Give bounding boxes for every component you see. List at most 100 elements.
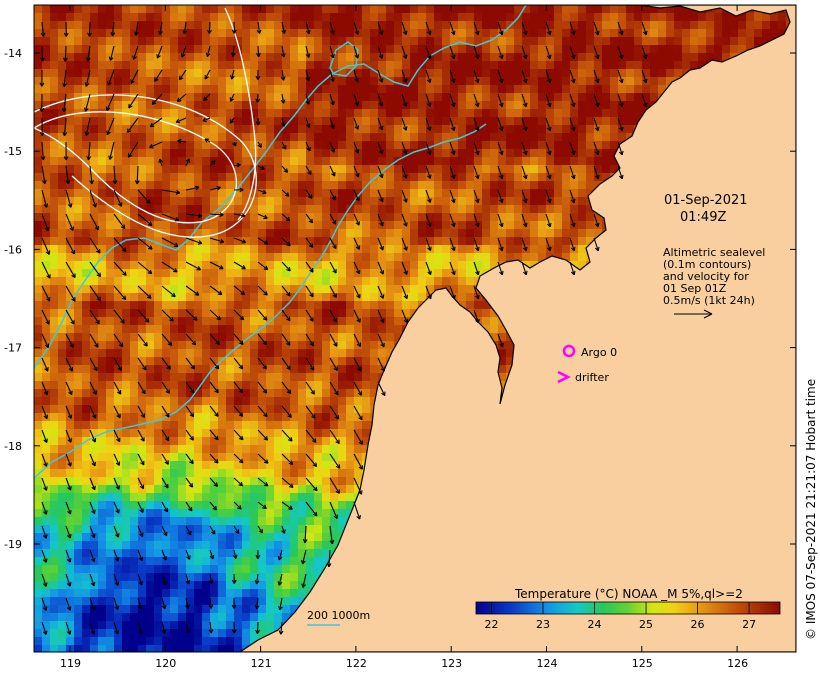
velocity-arrow [377,141,384,155]
lon-tick-label: 120 [155,657,176,670]
velocity-arrow [209,525,216,535]
velocity-arrow [377,237,384,251]
velocity-arrow [329,45,335,59]
velocity-arrow [545,69,552,84]
velocity-arrow [89,381,97,395]
velocity-arrow [569,45,576,60]
velocity-arrow [185,453,194,465]
velocity-arrow [113,309,125,324]
velocity-arrow [113,549,120,562]
velocity-arrow [281,213,291,222]
velocity-arrow [281,165,289,173]
velocity-arrow [65,381,73,396]
velocity-arrow [233,162,241,168]
velocity-arrow [185,357,196,370]
velocity-arrow [107,69,115,86]
velocity-arrow [41,333,50,349]
velocity-arrow [593,141,600,156]
velocity-arrow [617,165,624,180]
velocity-arrow [281,381,292,395]
velocity-arrow [89,357,98,372]
velocity-arrow [353,477,363,495]
velocity-arrow [154,69,163,82]
velocity-arrow [521,237,528,252]
velocity-arrow [521,165,528,180]
velocity-arrow [185,501,193,512]
velocity-arrow [497,237,504,252]
velocity-arrow [185,237,203,245]
velocity-arrow [425,117,432,131]
velocity-arrow [329,117,335,129]
velocity-arrow [473,21,480,36]
velocity-arrow [497,189,504,204]
velocity-arrow [353,261,361,275]
velocity-arrow [161,285,176,298]
velocity-arrow [41,309,50,325]
velocity-arrow [233,357,244,370]
velocity-arrow [113,573,120,586]
velocity-arrow [40,21,46,37]
velocity-arrow [202,117,211,122]
velocity-arrow [593,21,600,36]
velocity-arrow [329,261,337,274]
velocity-arrow [65,333,74,348]
velocity-scale-arrow-icon [674,309,713,319]
velocity-arrow [353,333,362,348]
velocity-arrow [278,597,283,611]
velocity-arrow [204,69,211,80]
velocity-arrow [41,261,51,279]
velocity-arrow [425,45,432,60]
velocity-arrow [254,573,260,585]
velocity-arrow [85,45,91,62]
velocity-arrow [593,237,600,252]
velocity-arrow [231,597,237,609]
velocity-arrow [185,597,190,609]
velocity-arrow [134,165,140,185]
velocity-arrow [41,165,47,185]
velocity-arrow [593,45,600,60]
sealevel-contour-outer [34,94,257,238]
velocity-arrow [233,309,245,321]
velocity-arrow [137,501,144,513]
velocity-arrow [425,261,432,276]
velocity-arrow [113,333,124,348]
velocity-arrow [617,93,624,108]
velocity-arrow [257,285,268,296]
velocity-arrow [65,501,72,515]
velocity-arrow [473,261,480,276]
velocity-arrow [209,285,223,296]
velocity-arrow [449,45,456,60]
velocity-arrow [473,117,480,132]
colorbar-ticks: 22 23 24 25 26 27 [484,602,756,631]
velocity-arrow [401,285,409,300]
velocity-arrow [39,117,45,137]
velocity-arrow [473,213,480,228]
velocity-arrow [161,357,171,370]
velocity-arrow [277,573,283,586]
velocity-arrow [377,309,385,324]
velocity-arrow [86,141,92,161]
velocity-arrow [473,93,480,108]
velocity-arrow [593,69,600,84]
velocity-arrow [233,525,240,534]
velocity-arrow [208,597,214,609]
velocity-arrow [305,213,314,224]
velocity-arrow [257,165,265,170]
velocity-arrow [128,93,139,109]
velocity-arrow [113,381,122,395]
velocity-arrow [65,621,72,635]
velocity-arrow [65,237,75,255]
velocity-arrow [41,213,50,232]
velocity-arrow [137,237,153,250]
velocity-arrow [177,138,187,144]
velocity-arrow [89,453,96,467]
velocity-arrow [255,621,260,634]
velocity-arrow [521,45,528,60]
velocity-arrow [61,93,67,113]
velocity-arrow [209,309,222,321]
velocity-arrow [83,93,91,112]
velocity-arrow [208,621,214,634]
velocity-arrow [401,93,408,107]
velocity-arrow [497,69,504,84]
velocity-arrow [449,237,456,252]
